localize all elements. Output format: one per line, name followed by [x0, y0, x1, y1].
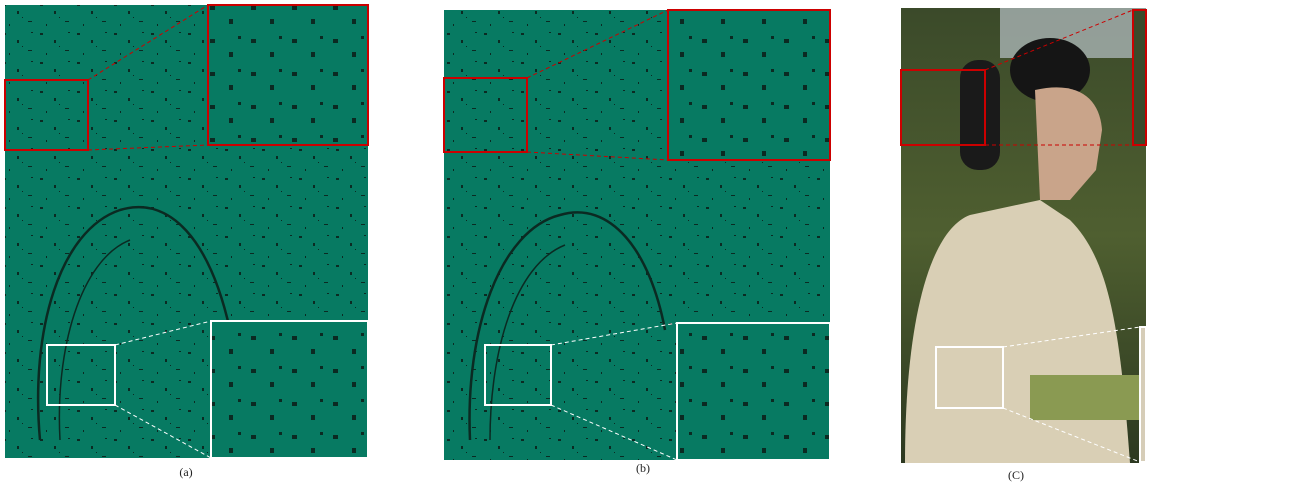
panel-label: (a) [179, 465, 192, 479]
panel-label: (C) [1008, 468, 1024, 482]
zoom-inset [208, 5, 368, 145]
zoom-inset [677, 323, 830, 460]
zoom-inset [1140, 327, 1146, 462]
panel-c: (C) [901, 8, 1146, 482]
obi [1030, 375, 1140, 420]
zoom-inset [1133, 10, 1146, 145]
panel-label: (b) [636, 461, 650, 475]
figure: (a) (b) (C) [0, 0, 1292, 491]
zoom-inset [211, 321, 368, 458]
zoom-inset [668, 10, 830, 160]
panel-b: (b) [444, 10, 830, 475]
hair [960, 60, 1000, 170]
panel-a: (a) [5, 5, 368, 479]
